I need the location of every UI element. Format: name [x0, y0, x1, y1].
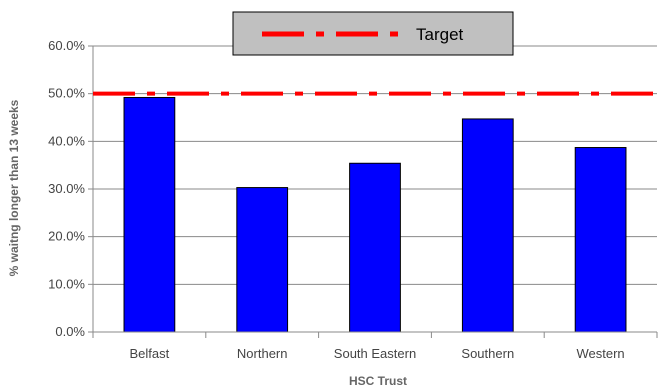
x-tick-label: Southern: [461, 346, 514, 361]
y-tick-label: 60.0%: [48, 38, 85, 53]
y-tick-label: 0.0%: [55, 324, 85, 339]
legend: Target: [232, 11, 514, 56]
bar: [461, 118, 514, 333]
x-tick-label: Belfast: [130, 346, 170, 361]
y-tick-label: 40.0%: [48, 133, 85, 148]
bar: [236, 187, 289, 333]
y-tick-label: 10.0%: [48, 276, 85, 291]
x-tick-label: South Eastern: [334, 346, 416, 361]
bars: [123, 96, 627, 333]
bar: [349, 162, 401, 333]
x-axis-title: HSC Trust: [349, 374, 407, 388]
x-tick-label: Northern: [237, 346, 288, 361]
y-tick-label: 20.0%: [48, 229, 85, 244]
x-tick-labels: Belfast Northern South Eastern Southern West…: [130, 346, 625, 361]
y-tick-label: 30.0%: [48, 181, 85, 196]
bar: [574, 147, 627, 333]
y-axis-title: % waitng longer than 13 weeks: [7, 99, 21, 276]
legend-target-label: Target: [416, 25, 464, 44]
bar: [123, 96, 176, 333]
x-tick-label: Western: [577, 346, 625, 361]
y-tick-labels: 0.0% 10.0% 20.0% 30.0% 40.0% 50.0% 60.0%: [48, 38, 85, 339]
y-tick-label: 50.0%: [48, 86, 85, 101]
